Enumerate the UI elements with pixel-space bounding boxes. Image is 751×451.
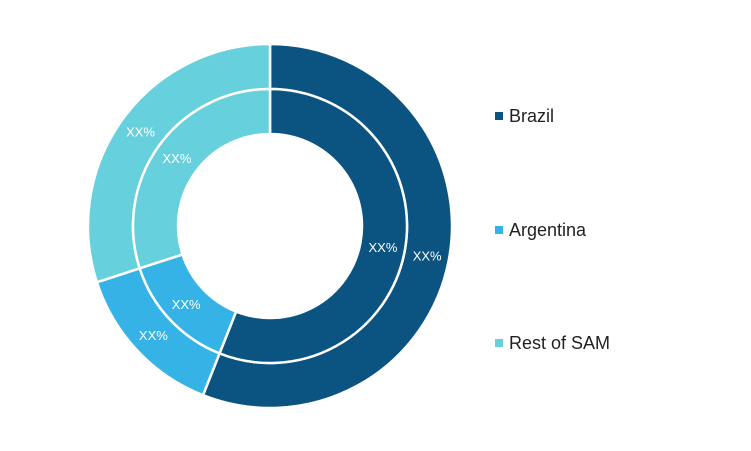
legend-item-rest-of-sam: Rest of SAM xyxy=(495,331,610,355)
inner-label-brazil: XX% xyxy=(369,240,398,255)
inner-slice-brazil xyxy=(217,87,409,365)
legend-swatch-rest-of-sam xyxy=(495,339,503,347)
inner-slice-rest-of-sam xyxy=(131,87,272,270)
legend-label-argentina: Argentina xyxy=(509,219,587,240)
inner-label-argentina: XX% xyxy=(172,297,201,312)
outer-label-rest-of-sam: XX% xyxy=(126,124,155,139)
legend-item-brazil: Brazil xyxy=(495,104,554,128)
legend-swatch-brazil xyxy=(495,112,503,120)
legend: Brazil Argentina Rest of SAM xyxy=(495,0,735,451)
legend-item-argentina: Argentina xyxy=(495,218,586,242)
inner-label-rest-of-sam: XX% xyxy=(163,151,192,166)
outer-label-argentina: XX% xyxy=(139,328,168,343)
legend-label-rest-of-sam: Rest of SAM xyxy=(509,332,611,353)
outer-label-brazil: XX% xyxy=(413,248,442,263)
legend-label-brazil: Brazil xyxy=(509,105,555,126)
legend-swatch-argentina xyxy=(495,226,503,234)
